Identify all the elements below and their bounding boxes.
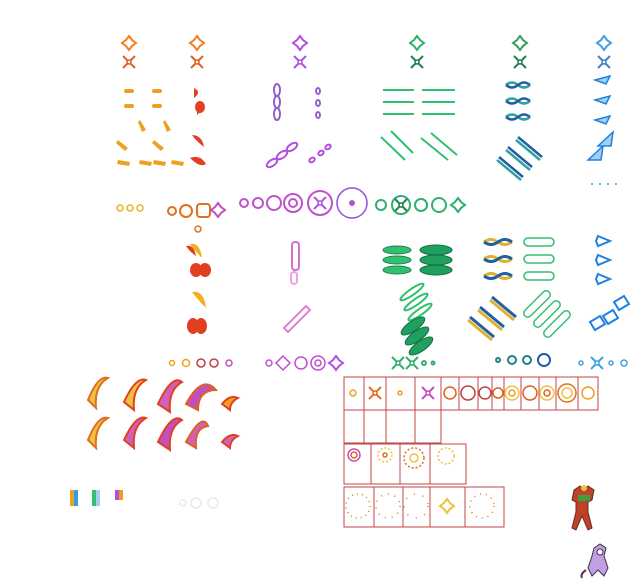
grid-sprites <box>345 383 595 519</box>
character-red <box>571 485 595 531</box>
violet-projectiles <box>239 35 368 372</box>
fire-projectiles <box>116 35 233 368</box>
twisted-beams <box>467 35 571 367</box>
green-lasers <box>375 35 466 370</box>
frame-grid <box>343 376 599 528</box>
flame-slashes <box>86 376 241 452</box>
color-swatches <box>70 490 123 506</box>
ice-shards <box>578 35 631 370</box>
faint-rings <box>179 497 219 509</box>
character-purple <box>580 543 609 579</box>
